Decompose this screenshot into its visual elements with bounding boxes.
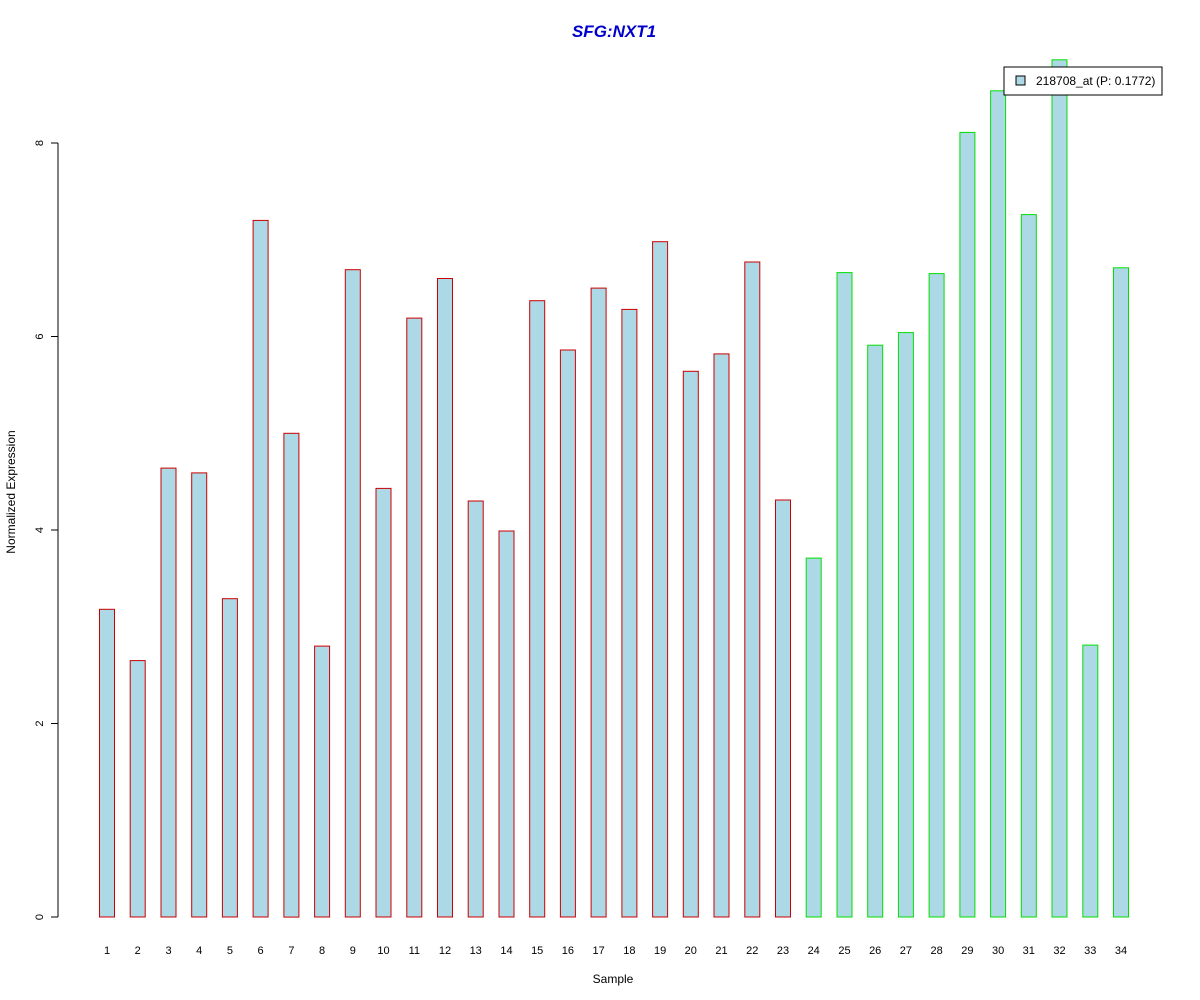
bar-sample-4 bbox=[191, 472, 208, 918]
x-tick-label: 11 bbox=[409, 945, 420, 957]
bar-sample-9 bbox=[344, 269, 361, 918]
bar-sample-6 bbox=[252, 219, 269, 918]
bar-sample-15 bbox=[529, 300, 546, 918]
y-tick-label: 2 bbox=[34, 720, 46, 726]
x-tick-label: 24 bbox=[808, 945, 820, 957]
x-tick-label: 29 bbox=[961, 945, 973, 957]
x-tick-label: 2 bbox=[135, 945, 141, 957]
bar-sample-10 bbox=[375, 487, 392, 918]
x-tick-label: 27 bbox=[900, 945, 912, 957]
x-tick-label: 15 bbox=[531, 945, 543, 957]
x-tick-label: 9 bbox=[350, 945, 356, 957]
bar-sample-23 bbox=[775, 499, 791, 918]
x-tick-label: 19 bbox=[654, 945, 666, 957]
bar-sample-26 bbox=[867, 344, 884, 918]
x-tick-label: 14 bbox=[500, 945, 512, 957]
x-tick-label: 30 bbox=[992, 945, 1004, 957]
bar-sample-16 bbox=[559, 349, 576, 918]
x-tick-label: 10 bbox=[377, 945, 389, 957]
bar-sample-22 bbox=[744, 261, 761, 918]
chart-title: SFG:NXT1 bbox=[572, 22, 656, 41]
bar-sample-33 bbox=[1082, 644, 1099, 918]
y-axis-label: Normalized Expression bbox=[4, 430, 18, 553]
x-tick-label: 23 bbox=[777, 945, 789, 957]
bar-sample-14 bbox=[498, 530, 515, 918]
x-tick-label: 13 bbox=[470, 945, 482, 957]
legend-label: 218708_at (P: 0.1772) bbox=[1036, 74, 1155, 88]
bar-sample-17 bbox=[590, 287, 607, 918]
y-axis: 0 2 4 6 8 bbox=[34, 140, 59, 920]
bar-sample-21 bbox=[713, 353, 730, 918]
bars bbox=[99, 59, 1129, 918]
bar-sample-2 bbox=[129, 660, 146, 918]
bar-sample-20 bbox=[682, 370, 699, 918]
x-axis-label: Sample bbox=[593, 972, 634, 986]
x-tick-label: 16 bbox=[562, 945, 574, 957]
legend-swatch bbox=[1015, 75, 1026, 86]
x-tick-label: 25 bbox=[838, 945, 850, 957]
legend: 218708_at (P: 0.1772) bbox=[1003, 66, 1163, 96]
bar-sample-12 bbox=[437, 278, 453, 918]
x-tick-label: 17 bbox=[592, 945, 604, 957]
x-tick-label: 12 bbox=[439, 945, 451, 957]
bar-sample-24 bbox=[805, 557, 822, 918]
x-tick-label: 7 bbox=[288, 945, 294, 957]
bar-sample-19 bbox=[652, 241, 669, 918]
legend-box bbox=[1003, 66, 1163, 96]
x-tick-label: 5 bbox=[227, 945, 233, 957]
bar-sample-31 bbox=[1020, 214, 1037, 918]
y-tick-label: 0 bbox=[34, 914, 46, 920]
bar-sample-32 bbox=[1051, 59, 1068, 918]
x-tick-label: 21 bbox=[715, 945, 727, 957]
x-tick-label: 18 bbox=[623, 945, 635, 957]
bar-sample-30 bbox=[990, 90, 1007, 918]
x-tick-label: 22 bbox=[746, 945, 758, 957]
x-tick-label: 34 bbox=[1115, 945, 1127, 957]
bar-sample-8 bbox=[314, 645, 331, 918]
x-tick-label: 32 bbox=[1053, 945, 1065, 957]
bar-sample-18 bbox=[621, 308, 638, 918]
y-tick-label: 4 bbox=[34, 527, 46, 533]
x-tick-label: 4 bbox=[196, 945, 202, 957]
x-tick-label: 33 bbox=[1084, 945, 1096, 957]
bar-sample-7 bbox=[283, 432, 300, 918]
x-tick-label: 28 bbox=[930, 945, 942, 957]
x-tick-label: 26 bbox=[869, 945, 881, 957]
y-tick-label: 6 bbox=[34, 333, 46, 339]
bar-sample-13 bbox=[467, 500, 484, 918]
x-tick-label: 20 bbox=[685, 945, 697, 957]
x-tick-label: 31 bbox=[1023, 945, 1035, 957]
x-tick-label: 3 bbox=[165, 945, 171, 957]
bar-sample-11 bbox=[406, 317, 423, 918]
y-tick-label: 8 bbox=[34, 140, 46, 146]
bar-sample-25 bbox=[836, 272, 853, 918]
bar-sample-29 bbox=[959, 131, 976, 918]
bar-sample-28 bbox=[928, 273, 945, 918]
x-tick-labels: 1 2 3 4 5 6 7 8 9 10 11 12 13 14 15 16 17 18 19 20 21 22 23 24 2… bbox=[104, 945, 1127, 957]
bar-sample-5 bbox=[221, 598, 238, 918]
bar-sample-27 bbox=[897, 332, 914, 918]
bar-sample-1 bbox=[99, 608, 115, 918]
x-tick-label: 8 bbox=[319, 945, 325, 957]
x-tick-label: 6 bbox=[258, 945, 264, 957]
x-tick-label: 1 bbox=[104, 945, 110, 957]
bar-sample-3 bbox=[160, 467, 177, 918]
bar-sample-34 bbox=[1113, 267, 1129, 918]
